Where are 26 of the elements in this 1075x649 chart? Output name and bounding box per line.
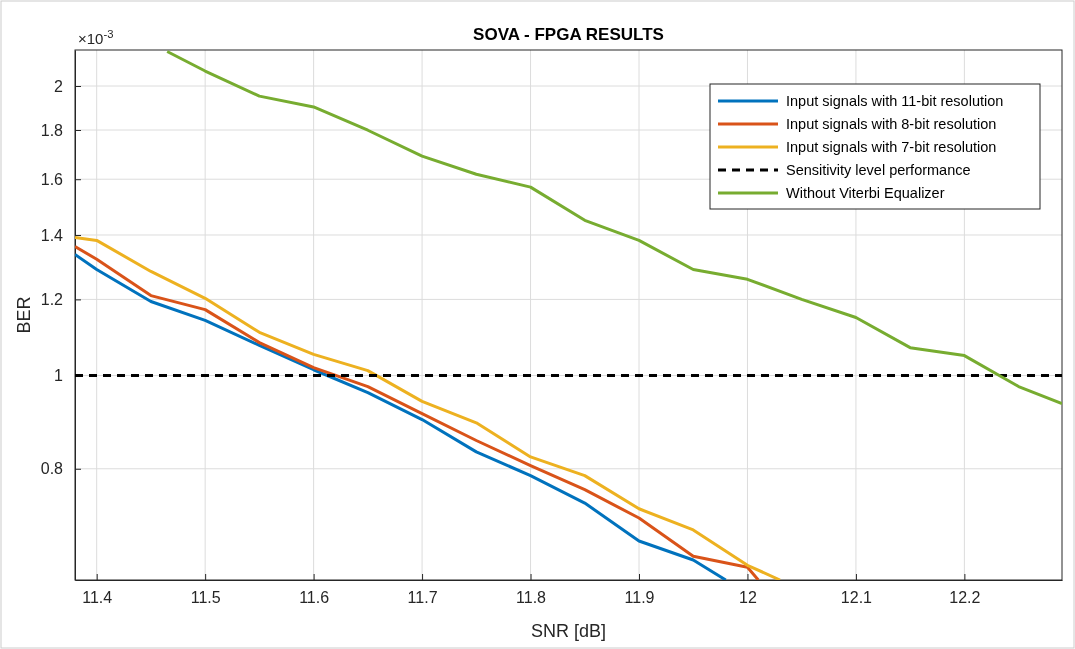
x-tick-label: 11.9 [624,589,655,607]
y-tick-label: 0.8 [40,460,64,478]
x-tick-label: 11.6 [299,589,330,607]
x-tick-label: 12.2 [949,589,981,607]
x-tick-label: 11.8 [516,589,547,607]
legend-label: Input signals with 7-bit resolution [786,139,997,155]
chart-title: SOVA - FPGA RESULTS [473,25,664,44]
line-series [165,50,1062,406]
y-tick-label: 1.8 [40,121,64,139]
y-tick-label: 2 [54,77,64,95]
y-axis-title: BER [14,296,34,334]
x-tick-label: 11.5 [190,589,221,607]
text: ×10$^{-3}$ [78,28,114,47]
legend-label: Input signals with 11-bit resolution [786,93,1004,109]
x-tick-label: 11.7 [407,589,438,607]
legend-label: Sensitivity level performance [786,162,971,178]
x-axis-title: SNR [dB] [530,621,607,641]
legend-label: Input signals with 8-bit resolution [786,116,997,132]
legend-label: Without Viterbi Equalizer [786,185,945,201]
x-tick-label: 11.4 [82,589,113,607]
y-tick-label: 1 [54,367,64,385]
y-tick-label: 1.4 [40,226,64,244]
y-tick-label: 1.2 [40,291,64,309]
x-tick-label: 12 [739,589,757,607]
y-tick-label: 1.6 [40,170,64,188]
x-tick-label: 12.1 [840,589,873,607]
